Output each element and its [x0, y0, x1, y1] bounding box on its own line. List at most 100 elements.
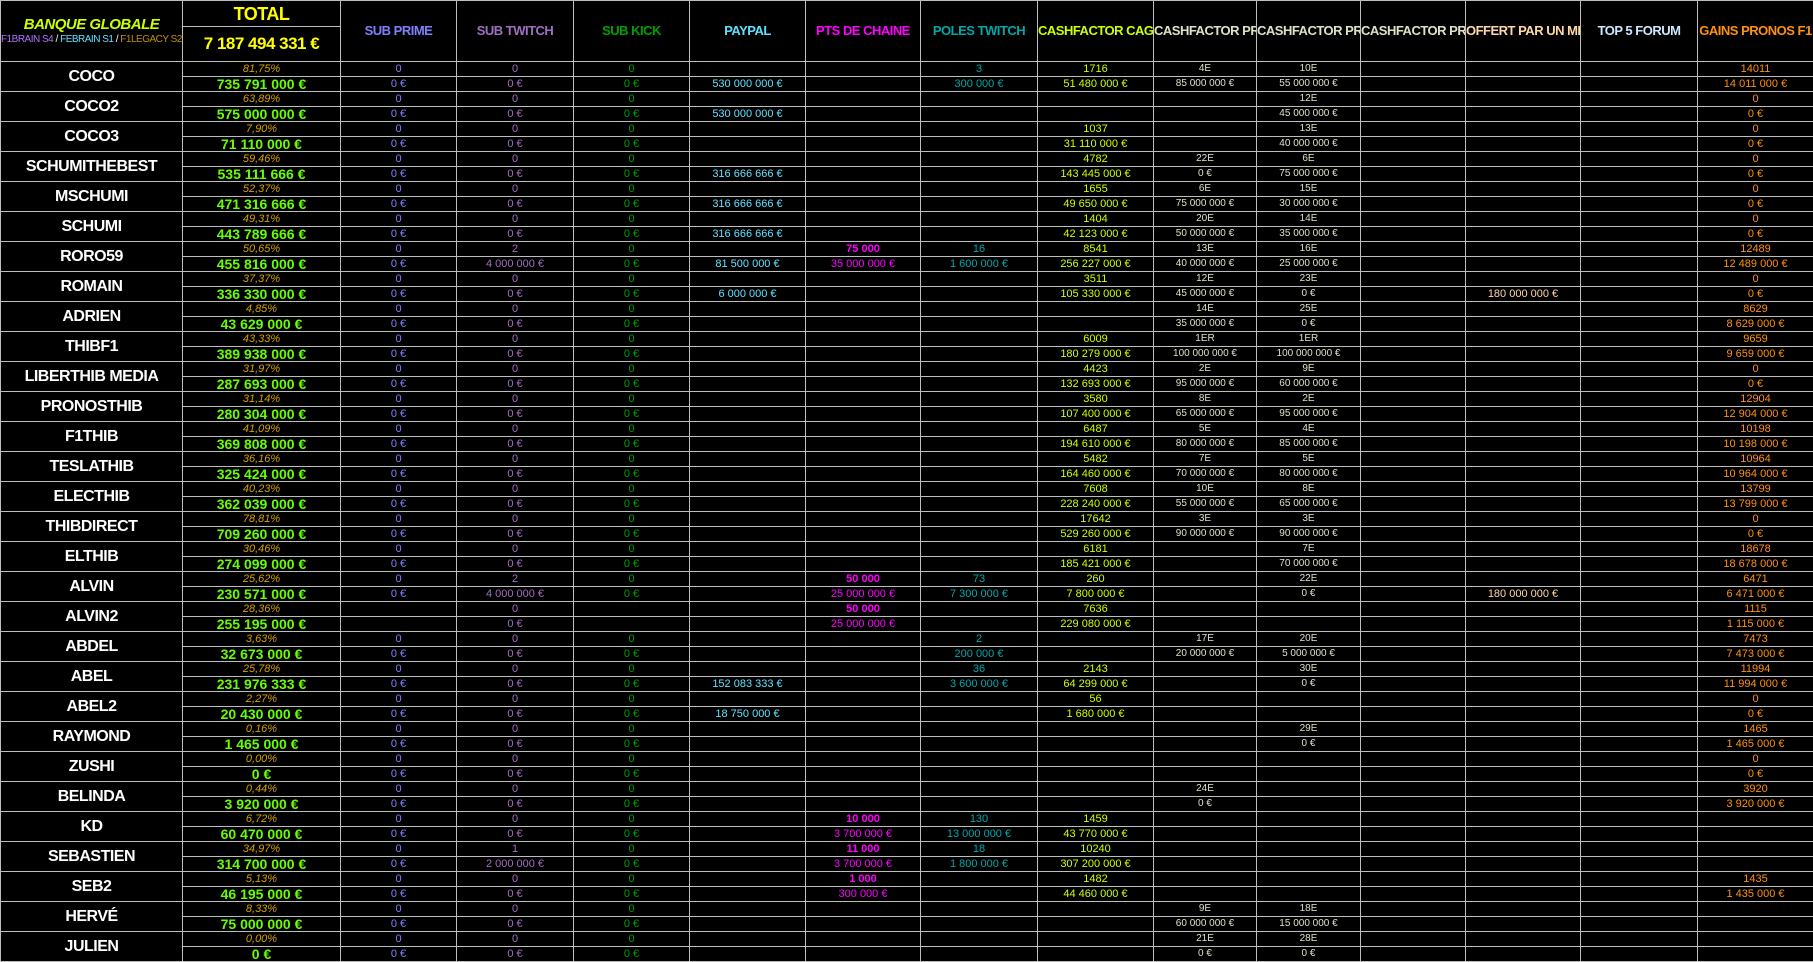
- cell-count: 2: [920, 631, 1038, 647]
- cell-count: 0: [340, 91, 457, 107]
- player-row-amounts: 325 424 000 €0 €0 €0 €164 460 000 €70 00…: [1, 466, 1813, 482]
- cell-count: [1465, 901, 1581, 917]
- cell-amount: 7 473 000 €: [1697, 646, 1813, 662]
- cell-count: [1037, 931, 1154, 947]
- cell-amount: 0 €: [573, 136, 690, 152]
- cell-amount: 0 €: [1697, 286, 1813, 302]
- cell-amount: [1037, 946, 1154, 962]
- cell-amount: 60 000 000 €: [1256, 376, 1361, 392]
- cell-amount: [1697, 916, 1813, 932]
- column-header[interactable]: SUB PRIME: [340, 0, 457, 62]
- player-total: 575 000 000 €: [182, 106, 341, 122]
- player-total: 20 430 000 €: [182, 706, 341, 722]
- cell-count: [689, 91, 806, 107]
- cell-count: 0: [456, 331, 574, 347]
- cell-count: 10e: [1153, 481, 1257, 497]
- cell-amount: 0 €: [573, 256, 690, 272]
- player-name: ZUSHI: [0, 751, 183, 782]
- column-header[interactable]: POLES TWITCH: [920, 0, 1038, 62]
- cell-amount: 7 800 000 €: [1037, 586, 1154, 602]
- player-total: 3 920 000 €: [182, 796, 341, 812]
- cell-amount: [920, 466, 1038, 482]
- cell-count: [920, 451, 1038, 467]
- column-header[interactable]: SUB KICK: [573, 0, 690, 62]
- cell-amount: 81 500 000 €: [689, 256, 806, 272]
- cell-count: [689, 61, 806, 77]
- cell-amount: 18 750 000 €: [689, 706, 806, 722]
- player-total: 43 629 000 €: [182, 316, 341, 332]
- column-header[interactable]: OFFERT PAR UN MEMBRE: [1465, 0, 1581, 62]
- cell-count: 0: [573, 901, 690, 917]
- cell-count: 0: [456, 301, 574, 317]
- cell-count: 8629: [1697, 301, 1813, 317]
- cell-amount: [1580, 76, 1698, 92]
- cell-amount: [1697, 856, 1813, 872]
- cell-amount: 0 €: [456, 136, 574, 152]
- cell-amount: [689, 646, 806, 662]
- cell-amount: 65 000 000 €: [1256, 496, 1361, 512]
- column-header[interactable]: GAINS PRONOS F1: [1697, 0, 1813, 62]
- cell-amount: 0 €: [1697, 706, 1813, 722]
- cell-amount: 0 €: [456, 496, 574, 512]
- cell-amount: [1465, 466, 1581, 482]
- cell-count: 3511: [1037, 271, 1154, 287]
- cell-count: 0: [573, 361, 690, 377]
- cell-amount: [1465, 406, 1581, 422]
- cell-count: [1465, 691, 1581, 707]
- cell-amount: 0 €: [573, 196, 690, 212]
- cell-amount: 0 €: [1256, 286, 1361, 302]
- cell-count: [805, 301, 921, 317]
- cell-count: 0: [1697, 751, 1813, 767]
- player-row-amounts: 362 039 000 €0 €0 €0 €228 240 000 €55 00…: [1, 496, 1813, 512]
- cell-count: [920, 181, 1038, 197]
- cell-amount: [1256, 886, 1361, 902]
- cell-count: [1697, 841, 1813, 857]
- cell-count: 12e: [1256, 91, 1361, 107]
- cell-count: 0: [456, 151, 574, 167]
- cell-count: 22e: [1256, 571, 1361, 587]
- cell-count: 0: [456, 541, 574, 557]
- player-percentage: 2,27%: [182, 691, 341, 707]
- cell-count: [1580, 571, 1698, 587]
- cell-count: 2: [456, 571, 574, 587]
- cell-amount: [1037, 316, 1154, 332]
- cell-amount: [1465, 346, 1581, 362]
- column-header[interactable]: SUB TWITCH: [456, 0, 574, 62]
- player-row: THIBDIRECT 78,81% 0 0 0 17642 3e 3e 0: [0, 511, 1813, 542]
- cell-count: 0: [340, 451, 457, 467]
- cell-count: 1482: [1037, 871, 1154, 887]
- player-percentage: 34,97%: [182, 841, 341, 857]
- cell-amount: 0 €: [456, 526, 574, 542]
- column-header[interactable]: CASHFACTOR CAGNOTTES: [1037, 0, 1154, 62]
- player-row-amounts: 369 808 000 €0 €0 €0 €194 610 000 €80 00…: [1, 436, 1813, 452]
- cell-count: [1256, 871, 1361, 887]
- column-header[interactable]: PAYPAL: [689, 0, 806, 62]
- cell-count: [1465, 781, 1581, 797]
- cell-amount: 0 €: [573, 286, 690, 302]
- cell-count: [1697, 811, 1813, 827]
- player-percentage: 28,36%: [182, 601, 341, 617]
- player-name: ALVIN: [0, 571, 183, 602]
- cell-amount: [1580, 556, 1698, 572]
- cell-count: 18: [920, 841, 1038, 857]
- cell-count: 17642: [1037, 511, 1154, 527]
- cell-count: [1360, 691, 1466, 707]
- cell-count: 25e: [1256, 301, 1361, 317]
- cell-count: [1256, 751, 1361, 767]
- cell-count: [920, 901, 1038, 917]
- player-percentage: 36,16%: [182, 451, 341, 467]
- cell-amount: [573, 616, 690, 632]
- column-header[interactable]: PTS DE CHAINE: [805, 0, 921, 62]
- cell-count: 0: [340, 541, 457, 557]
- cell-count: 29e: [1256, 721, 1361, 737]
- cell-count: 0: [340, 211, 457, 227]
- cell-count: [1580, 271, 1698, 287]
- cell-amount: 12 489 000 €: [1697, 256, 1813, 272]
- cell-amount: 70 000 000 €: [1256, 556, 1361, 572]
- cell-count: [1153, 751, 1257, 767]
- cell-count: 30e: [1256, 661, 1361, 677]
- column-header[interactable]: TOP 5 FORUM: [1580, 0, 1698, 62]
